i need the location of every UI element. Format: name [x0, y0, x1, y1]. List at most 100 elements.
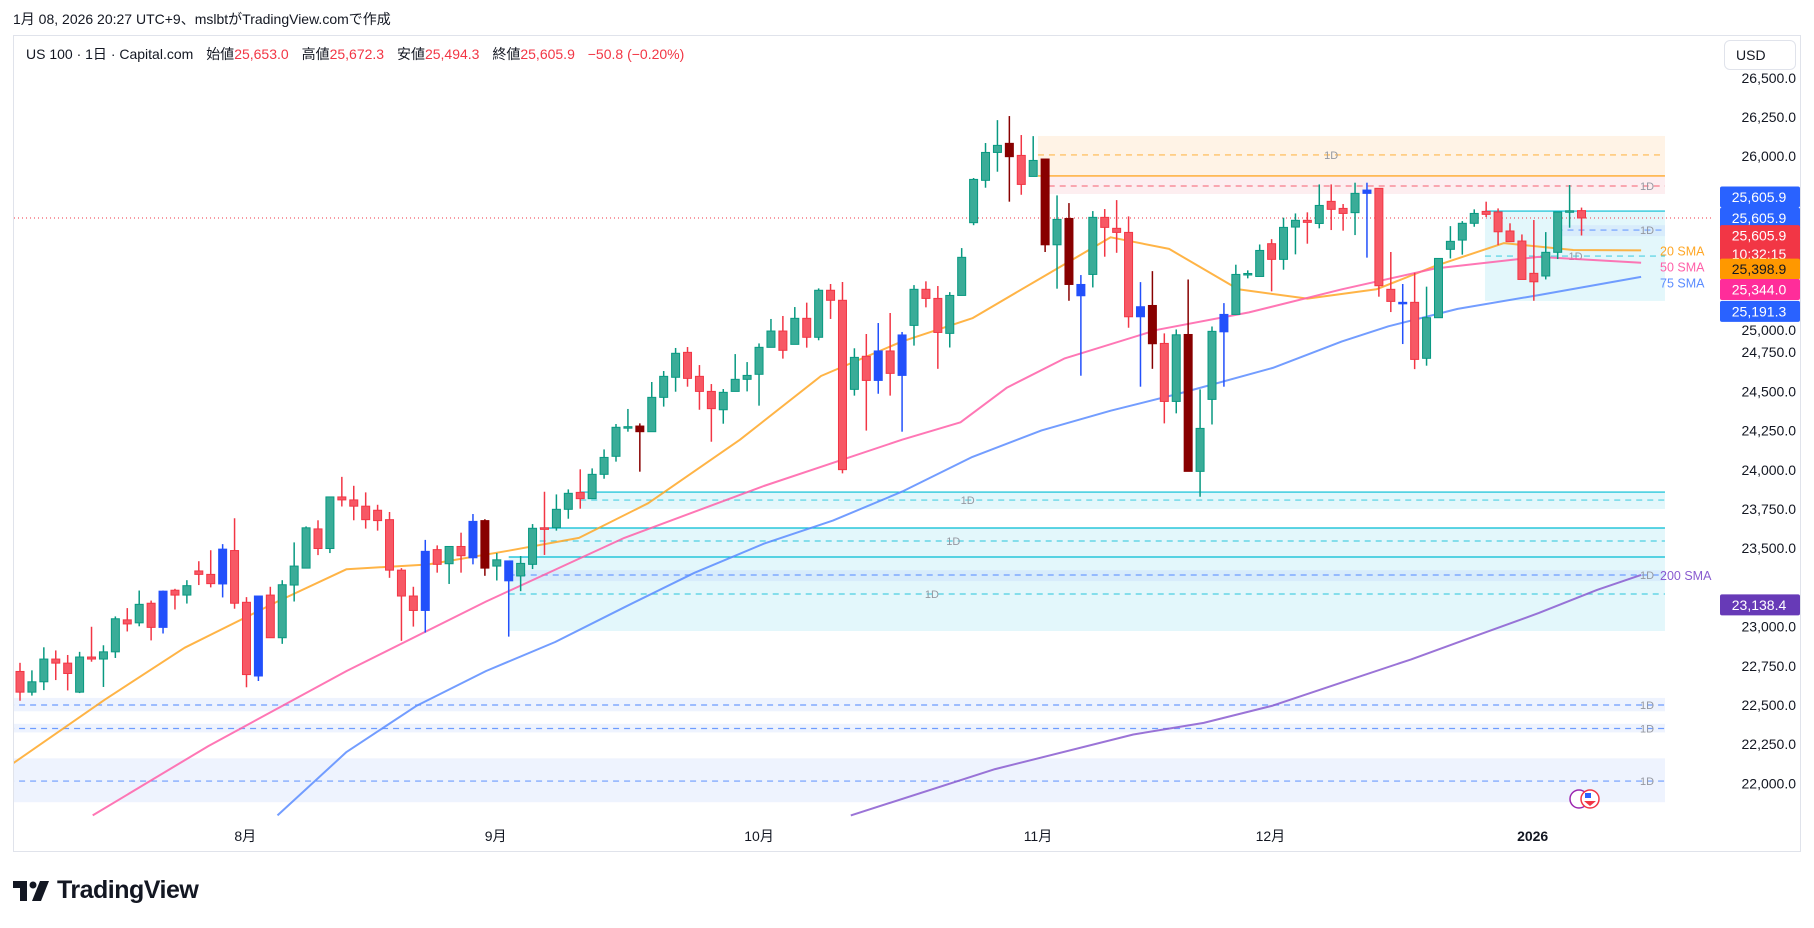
- candle: [349, 485, 359, 521]
- candle-body: [122, 619, 132, 625]
- candle: [134, 590, 144, 627]
- candle: [909, 285, 919, 346]
- candle-body: [396, 569, 406, 597]
- level-label: 1D: [961, 495, 975, 507]
- candle: [1433, 257, 1443, 319]
- candle: [754, 343, 764, 406]
- candle-body: [659, 375, 669, 398]
- candle: [373, 504, 383, 531]
- candle: [241, 597, 251, 688]
- time-axis[interactable]: 8月 9月 10月 11月 12月 2026: [234, 828, 1548, 844]
- currency-button[interactable]: USD: [1724, 40, 1796, 70]
- candle: [396, 568, 406, 641]
- price-tag: [1720, 207, 1800, 229]
- candle-body: [1016, 154, 1026, 185]
- candle-body: [1410, 301, 1420, 360]
- candle: [110, 616, 120, 658]
- candle: [218, 544, 228, 598]
- candle-body: [1147, 304, 1157, 345]
- candle-body: [456, 545, 466, 557]
- candle-body: [706, 390, 716, 410]
- candle-body: [170, 589, 180, 596]
- candle: [647, 381, 657, 433]
- candle: [408, 586, 418, 627]
- candle-body: [635, 425, 645, 433]
- zone-rect: [1037, 135, 1665, 176]
- low-label: 安値: [396, 46, 425, 62]
- candle: [1553, 211, 1563, 260]
- candle: [325, 496, 335, 554]
- candle: [945, 292, 955, 348]
- sma-label: 50 SMA: [1660, 260, 1705, 274]
- candle-body: [1577, 210, 1587, 219]
- candle-body: [957, 256, 967, 296]
- candle: [1374, 187, 1384, 297]
- candle: [1338, 204, 1348, 231]
- candle: [1052, 195, 1062, 289]
- candle-body: [230, 550, 240, 604]
- candle: [1159, 333, 1169, 424]
- candle-body: [754, 346, 764, 375]
- candle-body: [1052, 218, 1062, 246]
- price-tick-label: 23,000.0: [1742, 619, 1797, 635]
- candle-body: [778, 330, 788, 351]
- candle-body: [325, 496, 335, 550]
- candle: [1207, 326, 1217, 425]
- candle-body: [1124, 231, 1134, 318]
- sma-line-200: [850, 573, 1642, 817]
- candle-body: [98, 651, 108, 660]
- candle-body: [1243, 272, 1253, 276]
- candle: [98, 645, 108, 687]
- candle: [301, 526, 311, 569]
- tradingview-logo[interactable]: TradingView: [13, 876, 199, 905]
- candle-body: [301, 527, 311, 569]
- candle: [289, 542, 299, 602]
- candle-body: [480, 520, 490, 569]
- candle: [87, 626, 97, 662]
- candle-body: [1469, 212, 1479, 224]
- candle: [1279, 217, 1289, 270]
- candle-body: [265, 594, 275, 639]
- time-tick-label: 2026: [1517, 828, 1548, 844]
- candle-body: [969, 178, 979, 224]
- price-tick-label: 22,000.0: [1742, 775, 1797, 791]
- candle: [1088, 211, 1098, 288]
- candle-body: [1457, 222, 1467, 241]
- candle-body: [814, 289, 824, 338]
- candle: [516, 556, 526, 592]
- candle-body: [730, 378, 740, 392]
- zone-rect: [14, 723, 1665, 733]
- candle-body: [361, 505, 371, 521]
- candle-body: [921, 288, 931, 299]
- level-label: 1D: [1640, 225, 1654, 237]
- candle: [766, 318, 776, 348]
- candle: [933, 286, 943, 369]
- candle-body: [277, 584, 287, 639]
- candle: [27, 670, 37, 696]
- price-axis[interactable]: 25,605.9 25,605.9 25,605.9 10:32:1525,398.9…: [1720, 70, 1800, 792]
- candle: [1481, 201, 1491, 218]
- candle: [992, 120, 1002, 172]
- candle-body: [837, 299, 847, 471]
- candle: [1267, 239, 1277, 292]
- candle: [1350, 182, 1360, 236]
- candle: [826, 283, 836, 319]
- time-tick-label: 11月: [1024, 828, 1053, 844]
- symbol-name[interactable]: US 100 · 1日 · Capital.com: [26, 46, 194, 62]
- candle-body: [1255, 249, 1265, 277]
- candle-body: [647, 396, 657, 433]
- candle: [456, 532, 466, 573]
- drawings-layer: 1D 1D 1D 1D 1D 1D 1D 1D 1D 1D 1D: [14, 135, 1712, 803]
- price-tag: [1720, 278, 1800, 300]
- event-markers[interactable]: [1569, 789, 1600, 809]
- candle: [921, 281, 931, 308]
- candle: [981, 143, 991, 188]
- candle-body: [349, 499, 359, 507]
- price-tick-label: 23,500.0: [1742, 540, 1797, 556]
- candle: [1541, 232, 1551, 280]
- candle-body: [373, 509, 383, 522]
- candle: [504, 560, 514, 637]
- candle: [1565, 185, 1575, 228]
- candle: [1314, 184, 1324, 229]
